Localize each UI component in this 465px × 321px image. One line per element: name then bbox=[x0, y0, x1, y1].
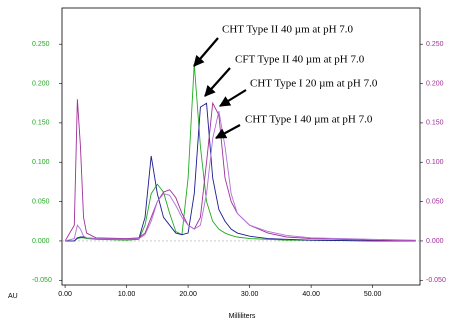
x-tick-label: 0.00 bbox=[58, 291, 72, 298]
annotation-arrow bbox=[215, 124, 241, 139]
y2-tick-label: 0.200 bbox=[426, 80, 444, 87]
series-line bbox=[65, 63, 416, 242]
annotation-label: CHT Type II 40 µm at pH 7.0 bbox=[222, 24, 354, 36]
annotation-label: CFT Type II 40 µm at pH 7.0 bbox=[235, 54, 365, 66]
y2-tick-label: 0.250 bbox=[426, 41, 444, 48]
annotation-arrow bbox=[193, 37, 219, 67]
y2-tick-label: 0.100 bbox=[426, 159, 444, 166]
x-tick-label: 50.00 bbox=[364, 291, 382, 298]
y-tick-label: 0.100 bbox=[32, 159, 50, 166]
y-tick-label: 0.200 bbox=[32, 80, 50, 87]
plot-frame bbox=[61, 7, 421, 286]
x-axis-label: Milliliters bbox=[229, 313, 256, 320]
y-tick-label: 0.150 bbox=[32, 120, 50, 127]
y2-tick-label: 0.050 bbox=[426, 198, 444, 205]
y-tick-label: 0.250 bbox=[32, 41, 50, 48]
annotation-arrow bbox=[219, 89, 247, 107]
annotation-arrow bbox=[204, 67, 231, 97]
y2-tick-label: 0.000 bbox=[426, 238, 444, 245]
x-tick-label: 30.00 bbox=[241, 291, 259, 298]
x-tick-label: 20.00 bbox=[179, 291, 197, 298]
y2-tick-label: 0.150 bbox=[426, 120, 444, 127]
y-tick-label: 0.000 bbox=[32, 238, 50, 245]
x-tick-label: 40.00 bbox=[302, 291, 320, 298]
annotation-label: CHT Type I 20 µm at pH 7.0 bbox=[250, 78, 378, 90]
x-tick-label: 10.00 bbox=[118, 291, 136, 298]
annotation-label: CHT Type I 40 µm at pH 7.0 bbox=[245, 114, 373, 126]
y-tick-label: 0.050 bbox=[32, 198, 50, 205]
y2-tick-label: -0.050 bbox=[426, 277, 446, 284]
y-tick-label: -0.050 bbox=[32, 277, 52, 284]
y-axis-label: AU bbox=[8, 293, 18, 300]
series-line bbox=[64, 110, 416, 242]
